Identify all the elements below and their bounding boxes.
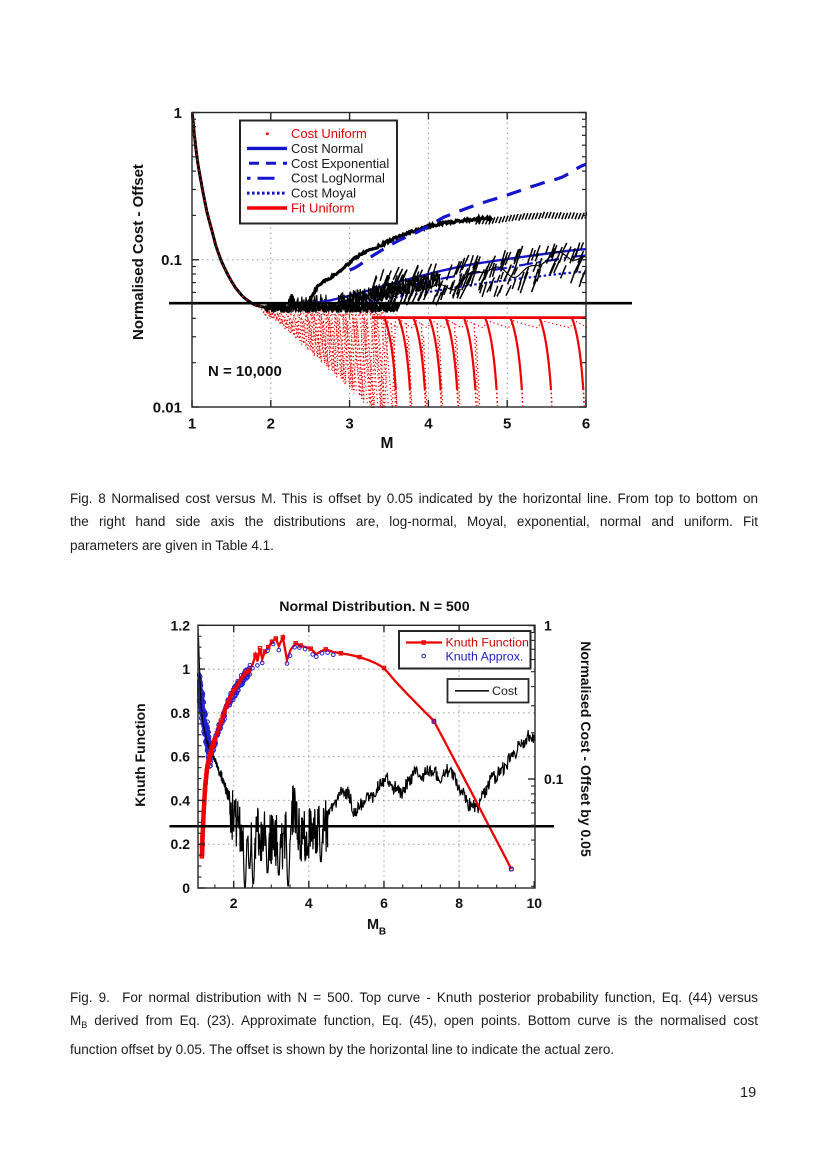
svg-text:0.6: 0.6 [171, 749, 191, 765]
svg-text:4: 4 [424, 416, 433, 433]
svg-text:Cost Uniform: Cost Uniform [291, 126, 367, 141]
svg-text:0.1: 0.1 [544, 771, 564, 787]
svg-text:N = 10,000: N = 10,000 [208, 363, 282, 380]
svg-text:10: 10 [527, 895, 543, 911]
svg-text:1: 1 [182, 661, 190, 677]
svg-text:6: 6 [582, 416, 590, 433]
svg-text:4: 4 [305, 895, 313, 911]
svg-text:Knuth Approx.: Knuth Approx. [446, 650, 524, 664]
svg-text:Knuth Function: Knuth Function [446, 636, 529, 650]
svg-text:M: M [367, 917, 379, 933]
svg-text:1.2: 1.2 [171, 617, 191, 633]
svg-text:8: 8 [455, 895, 463, 911]
svg-text:1: 1 [188, 416, 196, 433]
svg-text:Cost Exponential: Cost Exponential [291, 156, 389, 171]
svg-text:2: 2 [267, 416, 275, 433]
svg-text:Knuth Function: Knuth Function [132, 703, 148, 806]
svg-text:5: 5 [503, 416, 511, 433]
svg-text:Normal Distribution. N = 500: Normal Distribution. N = 500 [279, 599, 469, 615]
svg-text:6: 6 [380, 895, 388, 911]
svg-text:0.01: 0.01 [153, 400, 182, 417]
svg-text:Normalised Cost - Offset by 0.: Normalised Cost - Offset by 0.05 [578, 641, 594, 857]
svg-text:M: M [381, 435, 394, 452]
svg-text:Normalised Cost - Offset: Normalised Cost - Offset [130, 164, 147, 340]
svg-text:1: 1 [544, 618, 552, 634]
svg-text:Cost Moyal: Cost Moyal [291, 186, 356, 201]
svg-text:0.4: 0.4 [171, 792, 191, 808]
svg-text:Cost Normal: Cost Normal [291, 141, 363, 156]
svg-text:Fit Uniform: Fit Uniform [291, 201, 355, 216]
svg-text:0.8: 0.8 [171, 705, 191, 721]
svg-text:B: B [379, 927, 386, 938]
svg-text:0.1: 0.1 [161, 252, 182, 269]
svg-text:Cost LogNormal: Cost LogNormal [291, 171, 385, 186]
svg-text:0: 0 [182, 880, 190, 896]
svg-text:1: 1 [174, 105, 182, 122]
svg-text:2: 2 [230, 895, 238, 911]
svg-text:3: 3 [345, 416, 353, 433]
svg-text:0.2: 0.2 [171, 836, 191, 852]
svg-text:Cost: Cost [492, 684, 518, 698]
